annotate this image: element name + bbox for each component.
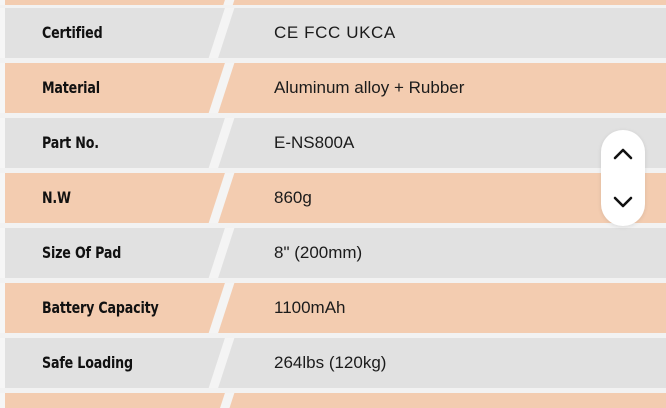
- row-diagonal-divider: [205, 173, 237, 223]
- spec-value-part-no: E-NS800A: [274, 133, 355, 152]
- chevron-up-icon: [612, 147, 634, 161]
- table-row: Part No. E-NS800A: [0, 118, 666, 168]
- row-diagonal-divider: [205, 0, 237, 5]
- row-diagonal-divider: [205, 338, 237, 388]
- row-left-gutter: [0, 118, 5, 168]
- spec-value-material: Aluminum alloy + Rubber: [274, 78, 465, 97]
- spec-value-battery-capacity: 1100mAh: [274, 298, 346, 317]
- spec-label-part-no: Part No.: [42, 133, 99, 152]
- row-diagonal-divider: [205, 283, 237, 333]
- spec-label-net-weight: N.W: [42, 188, 71, 207]
- table-row: Size Of Pad 8" (200mm): [0, 228, 666, 278]
- spec-label-size-of-pad: Size Of Pad: [42, 243, 122, 262]
- table-row: Safe Loading 264lbs (120kg): [0, 338, 666, 388]
- row-left-gutter: [0, 63, 5, 113]
- spec-label-safe-loading: Safe Loading: [42, 353, 133, 372]
- row-left-gutter: [0, 173, 5, 223]
- table-row: Certified CE FCC UKCA: [0, 8, 666, 58]
- table-row-partial-top: [0, 0, 666, 5]
- spec-value-max-loading: 330lbs (150kg): [274, 393, 386, 408]
- row-left-gutter: [0, 283, 5, 333]
- spec-label-max-loading: Max Loading: [42, 393, 131, 408]
- table-row: N.W 860g: [0, 173, 666, 223]
- row-left-gutter: [0, 393, 5, 408]
- row-diagonal-divider: [205, 63, 237, 113]
- spec-value-certified: CE FCC UKCA: [274, 23, 396, 42]
- row-diagonal-divider: [205, 8, 237, 58]
- spec-value-net-weight: 860g: [274, 188, 312, 207]
- spec-value-safe-loading: 264lbs (120kg): [274, 353, 387, 372]
- table-row: Battery Capacity 1100mAh: [0, 283, 666, 333]
- scroll-down-button[interactable]: [610, 189, 636, 215]
- row-left-gutter: [0, 0, 5, 5]
- table-row: Max Loading 330lbs (150kg): [0, 393, 666, 408]
- spec-label-certified: Certified: [42, 23, 103, 42]
- row-left-gutter: [0, 8, 5, 58]
- spec-label-battery-capacity: Battery Capacity: [42, 298, 159, 317]
- scroll-up-button[interactable]: [610, 141, 636, 167]
- scroll-control[interactable]: [601, 130, 645, 226]
- row-left-gutter: [0, 228, 5, 278]
- table-row: Material Aluminum alloy + Rubber: [0, 63, 666, 113]
- spec-value-size-of-pad: 8" (200mm): [274, 243, 363, 262]
- row-left-gutter: [0, 338, 5, 388]
- row-diagonal-divider: [205, 118, 237, 168]
- row-diagonal-divider: [205, 393, 237, 408]
- row-diagonal-divider: [205, 228, 237, 278]
- spec-label-material: Material: [42, 78, 100, 97]
- chevron-down-icon: [612, 195, 634, 209]
